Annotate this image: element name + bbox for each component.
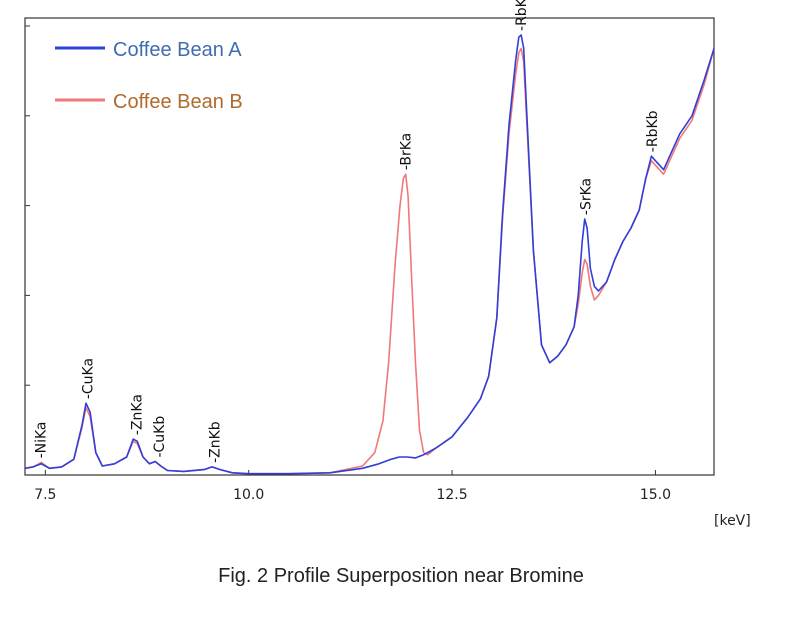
x-axis-ticks: 7.5 10.0 12.5 15.0 (34, 470, 671, 503)
x-tick-label-1: 10.0 (233, 487, 264, 503)
spectrum-chart: 7.5 10.0 12.5 15.0 -NiKa -CuKa -ZnKa -CuKb -ZnK… (24, 0, 751, 529)
plot-frame (24, 17, 715, 476)
peak-label-rbkb: -RbKb (645, 110, 661, 152)
peak-label-srka: -SrKa (578, 178, 594, 215)
series-line-coffee-bean-a (24, 34, 715, 475)
legend-label-coffee-bean-a: Coffee Bean A (113, 39, 242, 61)
legend: Coffee Bean A Coffee Bean B (55, 39, 243, 113)
x-tick-label-2: 12.5 (436, 487, 467, 503)
legend-label-coffee-bean-b: Coffee Bean B (113, 91, 243, 113)
figure-caption: Fig. 2 Profile Superposition near Bromin… (218, 565, 584, 587)
peak-label-nika: -NiKa (33, 421, 49, 458)
x-axis-label: [keV] (714, 513, 751, 529)
x-tick-label-3: 15.0 (640, 487, 671, 503)
peak-label-rbka: -RbKa (514, 0, 530, 31)
peak-label-brka: -BrKa (399, 133, 415, 170)
series-lines (24, 34, 715, 475)
peak-labels: -NiKa -CuKa -ZnKa -CuKb -ZnKb -BrKa -RbKa -SrKa… (33, 0, 661, 463)
x-tick-label-0: 7.5 (34, 487, 56, 503)
peak-label-znkb: -ZnKb (208, 421, 224, 463)
peak-label-cuka: -CuKa (81, 358, 97, 399)
peak-label-znka: -ZnKa (129, 394, 145, 435)
y-axis-ticks (25, 25, 30, 476)
peak-label-cukb: -CuKb (152, 416, 168, 458)
